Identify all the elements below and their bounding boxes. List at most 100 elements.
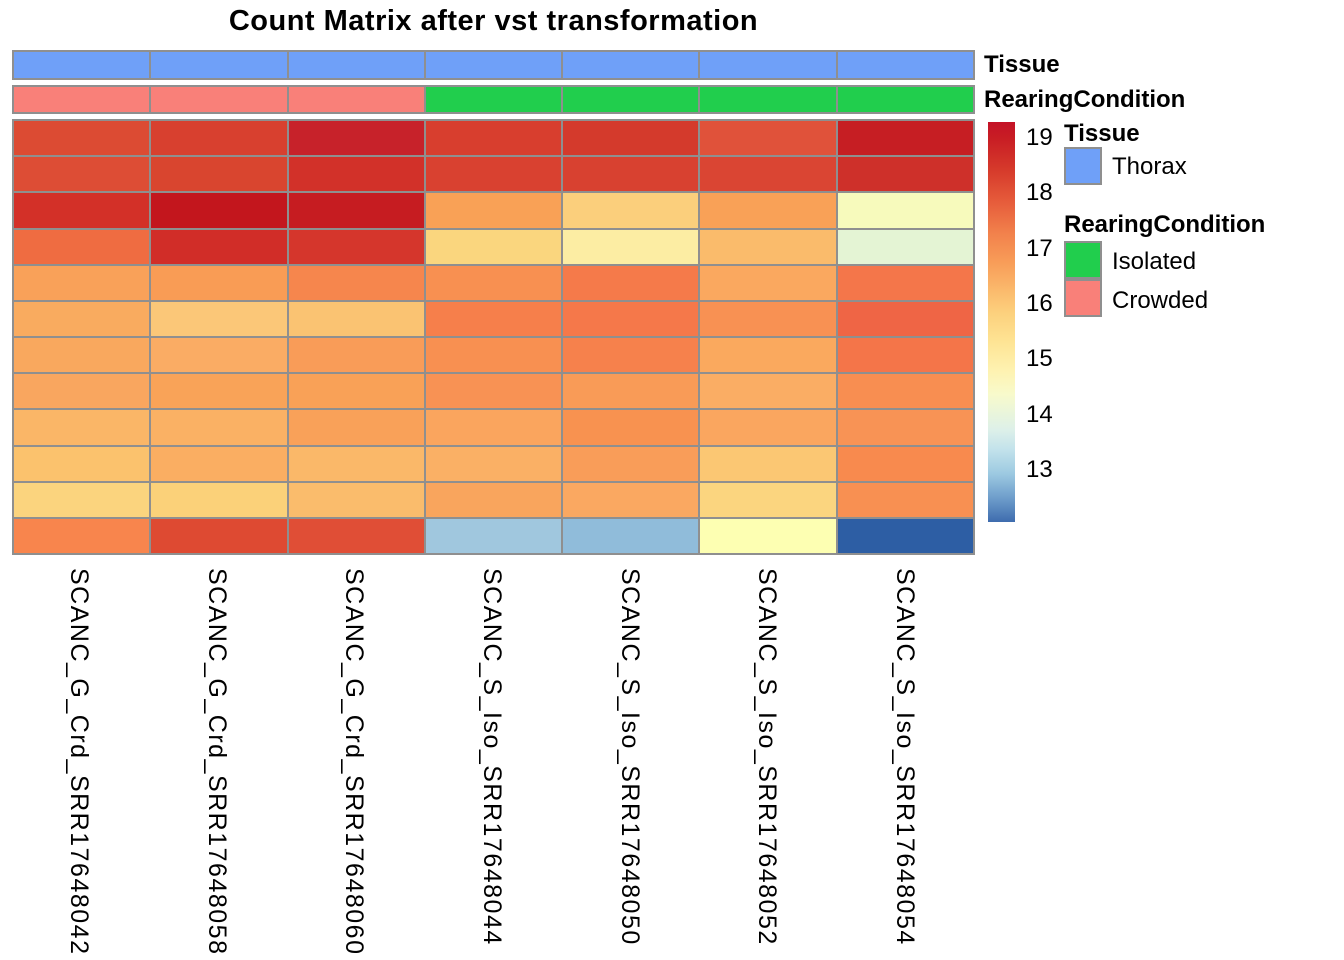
heatmap-cell [424,337,563,374]
heatmap-cell [699,300,837,337]
column-label: SCANC_G_Crd_SRR17648060 [340,568,369,956]
heatmap-cell [699,120,837,157]
legend-swatch-isolated [1064,241,1102,279]
legend-swatch-thorax [1064,147,1102,185]
heatmap-cell [562,192,700,229]
rearing-annotation-cell [150,86,288,113]
heatmap-cell [13,517,151,554]
colorbar-tick-label: 13 [1026,455,1053,483]
heatmap-cell [562,156,700,193]
heatmap-cell [562,373,700,410]
heatmap-cell [287,264,425,301]
heatmap-cell [424,481,563,518]
heatmap-cell [562,409,700,446]
heatmap-cell [699,156,837,193]
heatmap-cell [424,445,563,482]
heatmap-cell [424,228,563,265]
heatmap-cell [424,517,563,554]
tissue-annotation-cell [699,51,837,79]
rearing-annotation-cell [836,86,974,113]
heatmap-cell [13,228,151,265]
heatmap-cell [699,517,837,554]
heatmap-cell [424,120,563,157]
colorbar-tick-label: 18 [1026,179,1053,207]
legend-tissue-header: Tissue [1064,120,1140,147]
column-label: SCANC_S_Iso_SRR17648050 [615,568,644,946]
heatmap-cell [150,156,288,193]
heatmap-cell [150,373,288,410]
heatmap-cell [150,337,288,374]
heatmap-cell [287,120,425,157]
heatmap-cell [13,192,151,229]
colorbar-tick-label: 16 [1026,290,1053,318]
column-label: SCANC_S_Iso_SRR17648054 [890,568,919,946]
column-label: SCANC_S_Iso_SRR17648052 [753,568,782,946]
tissue-annotation-cell [836,51,974,79]
heatmap-cell [287,373,425,410]
heatmap-cell [562,120,700,157]
heatmap-cell [699,445,837,482]
heatmap-cell [836,373,974,410]
heatmap-cell [13,337,151,374]
heatmap-cell [150,481,288,518]
heatmap-cell [150,264,288,301]
heatmap-cell [836,409,974,446]
heatmap-cell [13,409,151,446]
tissue-annotation-cell [13,51,151,79]
heatmap-cell [287,228,425,265]
heatmap-cell [150,228,288,265]
heatmap-cell [150,192,288,229]
heatmap-cell [424,300,563,337]
heatmap-cell [836,337,974,374]
heatmap-cell [836,445,974,482]
heatmap-cell [150,517,288,554]
heatmap-grid [12,119,975,555]
heatmap-cell [836,228,974,265]
heatmap-cell [699,373,837,410]
colorbar-tick-label: 15 [1026,345,1053,373]
heatmap-cell [424,409,563,446]
page-title: Count Matrix after vst transformation [228,5,759,37]
heatmap-cell [150,445,288,482]
rearing-annotation-cell [424,86,563,113]
heatmap-cell [836,156,974,193]
column-label: SCANC_G_Crd_SRR17648042 [65,568,94,956]
heatmap-cell [287,337,425,374]
column-label: SCANC_S_Iso_SRR17648044 [478,568,506,946]
heatmap-cell [562,300,700,337]
heatmap-cell [562,517,700,554]
rearing-annotation-cell [287,86,425,113]
heatmap-cell [699,192,837,229]
heatmap-cell [562,228,700,265]
legend-label-crowded: Crowded [1112,287,1209,314]
colorbar-tick-label: 17 [1026,234,1053,262]
rearing-annotation-cell [699,86,837,113]
rearing-annotation-cell [13,86,151,113]
heatmap-cell [150,300,288,337]
column-label: SCANC_G_Crd_SRR17648058 [202,568,231,956]
heatmap-cell [13,264,151,301]
heatmap-cell [424,192,563,229]
heatmap-cell [836,481,974,518]
heatmap-cell [287,192,425,229]
legend-label-thorax: Thorax [1112,153,1187,180]
tissue-annotation-bar [12,50,975,80]
heatmap-cell [562,264,700,301]
colorbar-gradient [988,122,1015,522]
tissue-annotation-cell [562,51,700,79]
heatmap-cell [287,156,425,193]
legend-rearing-header: RearingCondition [1064,211,1266,238]
rearing-condition-annotation-bar [12,85,975,114]
heatmap-cell [836,264,974,301]
heatmap-cell [699,481,837,518]
heatmap-cell [699,228,837,265]
rearing-annotation-cell [562,86,700,113]
heatmap-cell [699,264,837,301]
heatmap-cell [836,300,974,337]
heatmap-cell [562,337,700,374]
legend-label-isolated: Isolated [1112,248,1197,275]
tissue-bar-label: Tissue [984,51,1060,78]
colorbar-tick-label: 14 [1026,400,1053,428]
heatmap-cell [13,373,151,410]
